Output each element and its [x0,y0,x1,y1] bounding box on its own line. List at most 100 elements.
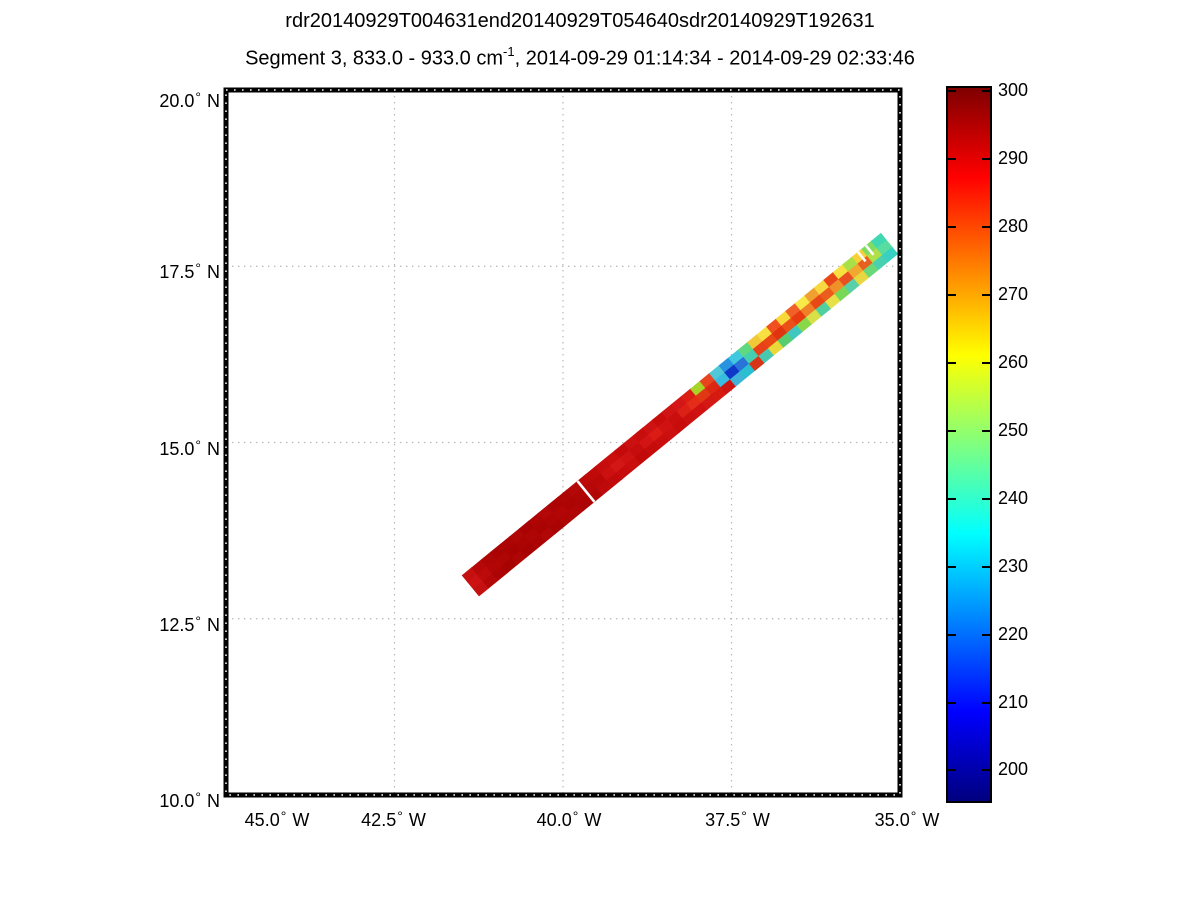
colorbar-tick-mark [948,158,956,161]
swath-cell [857,255,874,271]
swath-cell [615,464,632,480]
swath-cell [695,387,712,403]
swath-cell [461,567,478,583]
swath-cell [870,232,887,249]
colorbar-tick-mark [948,226,956,229]
swath-cell [556,489,573,505]
lon-tick-label: 45.0° W [244,808,310,830]
swath-cell [467,573,484,590]
lat-tick-label: 17.5° N [159,260,220,283]
swath-cell [866,247,883,264]
swath-cell [819,286,836,302]
colorbar-tick-label: 250 [998,419,1029,440]
colorbar-tick-label: 200 [998,759,1029,780]
swath-cell [634,448,651,465]
colorbar-tick-label: 300 [998,80,1029,101]
swath-cell [815,301,832,317]
swath-cell [701,394,718,410]
swath-cell [729,371,746,387]
colorbar-tick-label: 240 [998,487,1029,508]
swath-cell [596,479,613,496]
swath-cell [530,534,547,550]
swath-cell [591,472,608,489]
swath-cell [566,481,583,498]
swath-cell [680,388,697,404]
colorbar-tick-label: 210 [998,691,1029,712]
swath-cell [505,542,522,559]
swath-cell [809,294,826,310]
colorbar-tick-mark [982,226,990,229]
swath-cell [733,356,750,372]
colorbar-tick-mark [982,158,990,161]
lat-tick-label: 15.0° N [159,436,220,459]
swath-cell [558,510,575,527]
swath-cell [520,542,537,558]
swath-cell [743,348,760,365]
swath-cell [613,442,630,459]
swath-cell [537,504,554,521]
swath-cell [714,371,731,388]
colorbar-tick-mark [948,294,956,297]
swath-data-gap [864,244,875,256]
swath-cell [853,270,870,286]
swath-cell [539,526,556,542]
swath-cell [594,458,611,474]
swath-cell [686,395,703,411]
lon-tick-label: 35.0° W [874,808,940,830]
colorbar-tick-mark [982,294,990,297]
colorbar-tick-label: 270 [998,284,1029,305]
swath-cell [828,278,845,295]
swath-cell [771,325,788,341]
swath-cell [825,293,842,309]
swath-cell [492,565,509,581]
colorbar-tick-mark [982,769,990,772]
swath-cell [518,520,535,536]
swath-cell [876,239,893,256]
swath-cell [838,270,855,287]
swath-cell [652,411,669,428]
swath-cell [501,557,518,574]
colorbar-tick-mark [982,362,990,364]
colorbar-tick-label: 280 [998,216,1029,237]
swath-cell [619,449,636,466]
colorbar-tick-mark [982,565,990,568]
lon-tick-label: 37.5° W [705,808,770,830]
swath-cell [739,363,756,379]
swath-cell [585,466,602,482]
swath-cell [524,527,541,543]
swath-cell [682,409,699,426]
swath-cell [720,378,737,395]
swath-cell [653,433,670,449]
swath-cell [625,456,642,473]
swath-cell [728,349,745,365]
swath-cell [800,301,817,318]
swath-cell [790,309,807,326]
swath-cell [632,427,650,443]
swath-cell [623,434,640,451]
swath-cell [691,402,708,418]
swath-cell [758,347,775,364]
swath-cell [813,279,830,296]
swath-cell [804,287,821,303]
swath-cell [705,379,722,396]
colorbar-tick-label: 260 [998,352,1029,372]
swath-cell [547,497,564,513]
swath-cell [486,558,503,574]
swath-cell [766,318,783,334]
swath [461,232,899,597]
swath-cell [514,535,531,551]
swath-cell [490,543,507,560]
swath-cell [872,254,889,271]
swath-cell [710,386,727,403]
swath-cell [737,341,754,358]
colorbar-tick-mark [948,429,956,432]
swath-cell [568,503,585,519]
swath-cell [663,425,680,441]
swath-cell [495,550,512,567]
colorbar-tick-label: 290 [998,148,1029,169]
swath-cell [842,256,859,272]
colorbar-tick-mark [948,769,956,772]
lat-tick-label: 10.0° N [159,789,220,811]
subtitle-superscript: -1 [503,44,515,59]
subtitle-text: Segment 3, 833.0 - 933.0 cm [245,47,504,70]
